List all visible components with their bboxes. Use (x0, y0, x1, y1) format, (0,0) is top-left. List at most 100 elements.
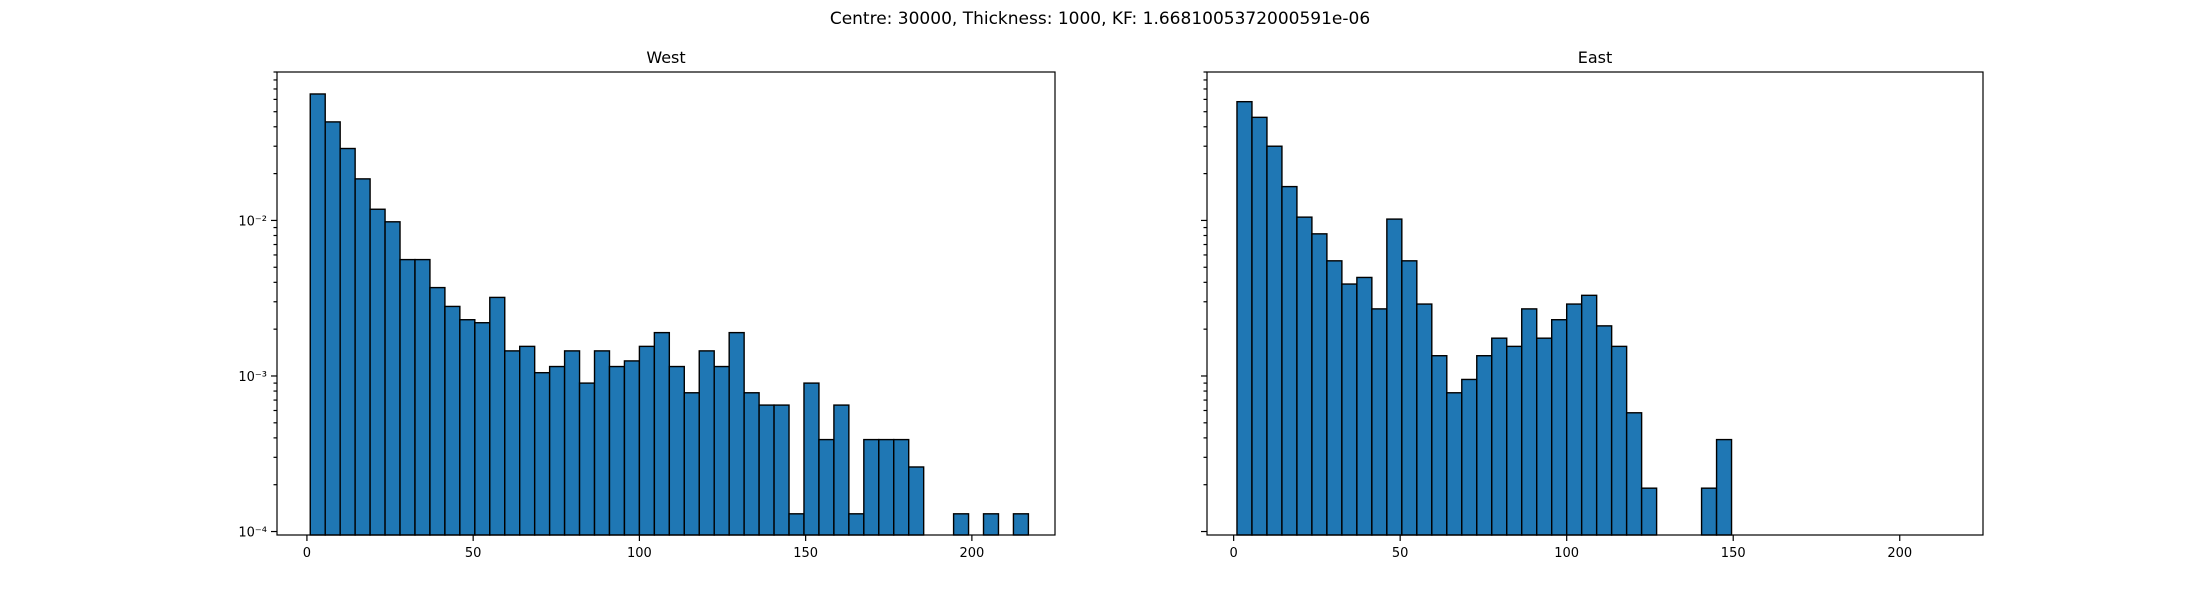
west-bar (563, 350, 581, 536)
east-bar (1251, 116, 1268, 536)
west-bars (309, 93, 1030, 536)
east-bar (1446, 392, 1463, 536)
west-bar (773, 404, 790, 536)
west-bar (818, 438, 835, 536)
east-bars (1236, 100, 1733, 536)
east-x-tick-label: 50 (1392, 546, 1409, 561)
west-y-tick-label: 10⁻⁴ (238, 526, 267, 541)
west-bar (474, 322, 491, 536)
west-y-tick-label: 10⁻² (238, 214, 267, 229)
west-x-axis: 0 50 100 150 200 (303, 535, 984, 561)
east-x-axis: 0 50 100 150 200 (1230, 535, 1912, 561)
east-bar (1491, 337, 1508, 536)
east-bar (1506, 345, 1523, 536)
west-bar (519, 345, 536, 536)
east-bar (1521, 308, 1538, 536)
west-bar (623, 360, 641, 536)
east-x-tick-label: 100 (1554, 546, 1579, 561)
west-bar (638, 345, 656, 536)
west-bar (728, 331, 745, 536)
west-bar (339, 147, 356, 536)
west-bar (324, 121, 341, 536)
east-x-tick-label: 200 (1887, 546, 1912, 561)
west-bar (833, 404, 850, 536)
east-bar (1296, 216, 1313, 536)
west-bar (489, 296, 506, 536)
west-bar (788, 513, 805, 536)
east-bar (1700, 487, 1718, 536)
east-bar (1476, 355, 1493, 536)
east-bar (1266, 145, 1283, 536)
west-x-tick-label: 50 (465, 546, 482, 561)
east-bar (1551, 319, 1568, 536)
west-bar (459, 319, 476, 536)
east-bar (1715, 438, 1733, 536)
east-bar (1536, 337, 1553, 536)
west-bar (848, 513, 865, 536)
east-bar (1625, 412, 1643, 536)
east-x-tick-label: 150 (1721, 546, 1746, 561)
west-bar (878, 438, 895, 536)
east-bar (1401, 260, 1418, 536)
west-bar (414, 258, 431, 536)
east-bar (1640, 487, 1658, 536)
east-bar (1416, 303, 1433, 536)
east-bar (1371, 308, 1388, 536)
west-x-tick-label: 0 (303, 546, 311, 561)
west-bar (354, 178, 371, 536)
west-x-tick-label: 200 (959, 546, 984, 561)
west-bar (803, 382, 820, 536)
west-bar (384, 221, 401, 536)
west-y-tick-label: 10⁻³ (238, 370, 267, 385)
east-bar (1356, 276, 1373, 536)
west-x-tick-label: 150 (793, 546, 818, 561)
panel-east: East 0 50 100 150 200 (1201, 48, 1984, 561)
west-bar (309, 93, 326, 536)
east-bar (1461, 378, 1478, 536)
east-bar (1341, 283, 1358, 536)
east-bar (1326, 260, 1343, 536)
west-bar (893, 438, 910, 536)
east-axes-frame (1206, 71, 1984, 536)
west-bar (758, 404, 775, 536)
east-y-axis (1201, 71, 1207, 533)
east-bar (1311, 233, 1328, 536)
west-bar (504, 350, 521, 536)
west-y-axis: 10⁻⁴ 10⁻³ 10⁻² (238, 71, 277, 541)
west-bar (1012, 513, 1030, 536)
east-bar (1565, 303, 1583, 536)
east-bar (1595, 325, 1613, 536)
figure-title: Centre: 30000, Thickness: 1000, KF: 1.66… (830, 9, 1370, 29)
west-bar (683, 392, 700, 536)
west-bar (908, 466, 925, 536)
west-x-tick-label: 100 (627, 546, 652, 561)
west-bar (444, 305, 461, 536)
east-x-tick-label: 0 (1230, 546, 1238, 561)
west-bar (982, 513, 1000, 536)
panel-west: West 0 50 100 150 200 10⁻⁴ 10⁻³ 10⁻² (238, 48, 1056, 561)
west-bar (548, 365, 566, 536)
west-bar (653, 331, 671, 536)
west-bar (533, 371, 551, 536)
west-bar (578, 382, 596, 536)
east-bar (1281, 185, 1298, 536)
west-bar (863, 438, 880, 536)
west-bar (668, 365, 685, 536)
west-axes-frame (276, 71, 1056, 536)
west-bar (713, 365, 730, 536)
east-panel-title: East (1578, 48, 1613, 67)
west-bar (698, 350, 715, 536)
west-bar (608, 365, 626, 536)
west-bar (952, 513, 970, 536)
east-bar (1386, 218, 1403, 536)
west-bar (399, 258, 416, 536)
east-bar (1236, 100, 1253, 536)
west-bar (429, 286, 446, 536)
east-bar (1610, 345, 1628, 536)
west-panel-title: West (646, 48, 685, 67)
west-bar (593, 350, 611, 536)
west-bar (743, 392, 760, 536)
east-bar (1431, 355, 1448, 536)
east-bar (1580, 294, 1598, 536)
